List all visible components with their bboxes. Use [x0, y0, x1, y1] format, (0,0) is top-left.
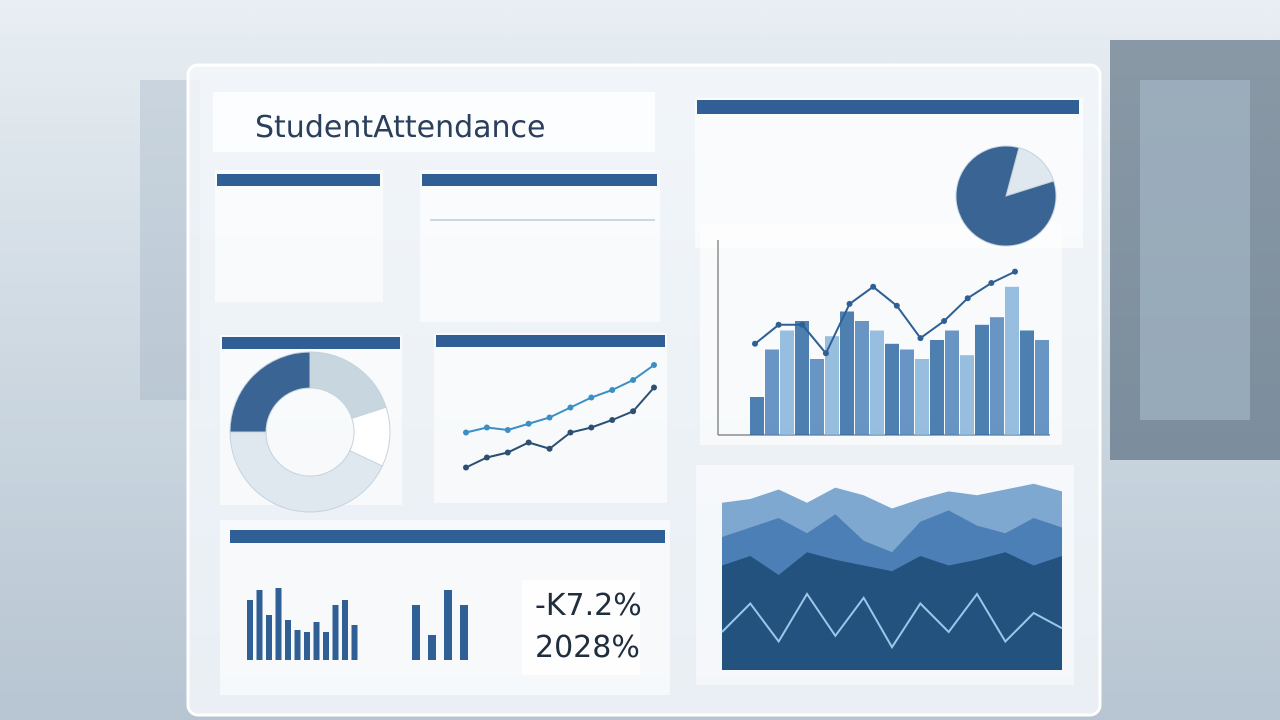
bar — [294, 630, 301, 660]
bar — [975, 324, 989, 435]
point — [651, 362, 657, 368]
panel-header — [217, 174, 380, 186]
bar — [285, 620, 291, 660]
bar — [960, 355, 974, 435]
bar — [915, 359, 929, 435]
panel — [420, 170, 660, 322]
bar — [810, 359, 824, 435]
bar — [304, 632, 310, 660]
point — [775, 321, 782, 328]
point — [941, 318, 948, 324]
bar — [444, 590, 452, 660]
point — [651, 384, 657, 391]
window-pane — [1140, 80, 1250, 420]
bar — [855, 321, 869, 435]
slice — [229, 431, 384, 513]
bar — [323, 632, 329, 660]
panel-header — [436, 335, 665, 347]
bar — [840, 311, 854, 435]
bar — [351, 625, 358, 660]
point — [799, 321, 806, 328]
point — [964, 295, 971, 302]
bar — [825, 336, 839, 435]
point — [752, 340, 758, 347]
line — [465, 386, 655, 469]
bar — [780, 330, 794, 435]
bar — [313, 622, 320, 660]
point — [609, 387, 616, 393]
bar — [1020, 330, 1034, 435]
point — [588, 424, 595, 431]
point — [504, 449, 511, 456]
bar — [870, 330, 884, 435]
point — [483, 454, 490, 461]
bar — [900, 349, 914, 435]
panel-header — [230, 530, 665, 543]
panel-header — [222, 337, 400, 349]
bar — [460, 605, 468, 660]
bar — [332, 605, 339, 660]
area — [722, 552, 1062, 670]
point — [846, 300, 853, 307]
kpi: 2028% — [535, 630, 640, 665]
point — [988, 280, 995, 286]
point — [463, 429, 469, 436]
point — [822, 350, 829, 357]
point — [504, 427, 511, 433]
point — [483, 424, 490, 431]
bar — [1005, 286, 1019, 435]
point — [546, 414, 553, 421]
bar — [1035, 340, 1049, 435]
slice — [955, 145, 1057, 247]
title: StudentAttendance — [255, 110, 545, 145]
point — [567, 429, 574, 436]
panel-header — [697, 100, 1079, 114]
point — [463, 464, 469, 471]
bar — [945, 330, 959, 435]
bar — [412, 605, 420, 660]
bar — [750, 397, 764, 435]
point — [567, 404, 574, 411]
bar — [256, 590, 263, 660]
bar — [990, 317, 1004, 435]
bar — [428, 635, 436, 660]
bar — [342, 600, 348, 660]
bar — [795, 321, 809, 435]
point — [630, 377, 637, 383]
wave-line — [721, 592, 1063, 650]
slice — [1005, 147, 1055, 197]
title-box — [213, 92, 655, 152]
bar — [885, 343, 899, 435]
line — [465, 364, 655, 434]
kpi: -K7.2% — [535, 588, 642, 623]
point — [893, 302, 900, 309]
panel — [215, 170, 383, 302]
bar — [275, 588, 282, 660]
bar — [930, 340, 944, 435]
line — [754, 270, 1016, 356]
bar — [266, 615, 272, 660]
bar — [247, 600, 253, 660]
point — [525, 439, 532, 446]
point — [546, 445, 553, 452]
kpi-box — [522, 580, 640, 675]
point — [630, 408, 637, 415]
bar — [765, 349, 779, 435]
panel-header — [422, 174, 657, 186]
point — [1012, 268, 1018, 275]
point — [588, 394, 595, 401]
point — [917, 335, 924, 342]
point — [609, 417, 616, 423]
point — [870, 283, 877, 290]
point — [525, 420, 532, 427]
